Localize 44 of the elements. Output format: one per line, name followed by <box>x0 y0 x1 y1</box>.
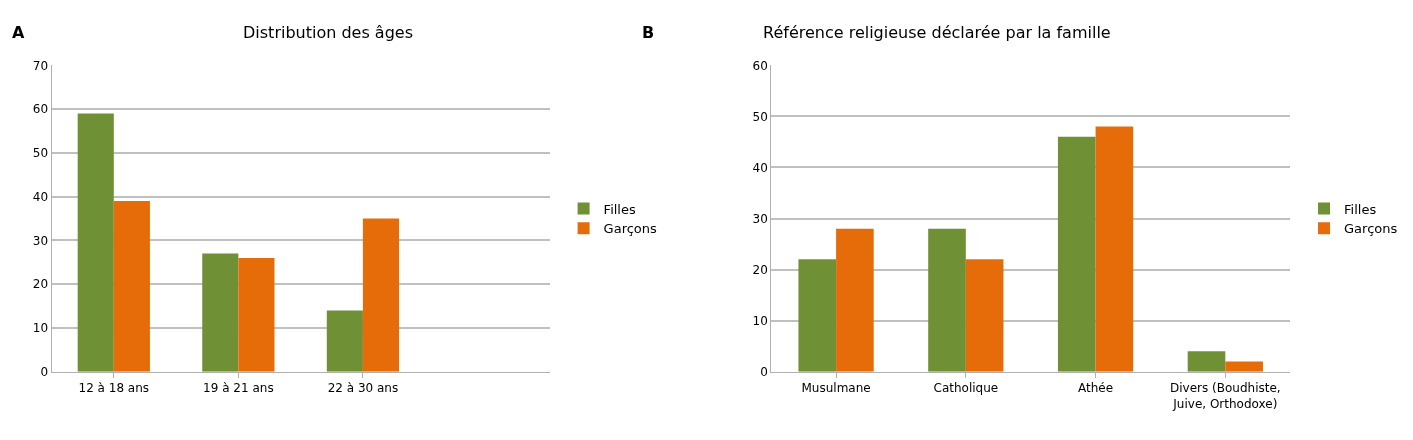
bar <box>1095 126 1134 372</box>
y-tick-label: 40 <box>752 160 768 175</box>
chart-title: Distribution des âges <box>243 23 413 42</box>
y-tick-label: 0 <box>760 364 768 379</box>
y-tick-label: 50 <box>32 146 49 161</box>
bar <box>202 253 239 372</box>
y-tick-label: 0 <box>40 364 49 379</box>
y-tick-label: 60 <box>752 58 768 73</box>
y-tick-label: 10 <box>32 321 49 336</box>
text: A <box>12 23 25 42</box>
bar <box>326 310 363 372</box>
bar <box>928 228 966 372</box>
y-tick-label: 60 <box>32 102 49 117</box>
bar <box>1225 361 1263 372</box>
y-tick-label: 30 <box>32 233 49 248</box>
bar <box>798 259 837 372</box>
bar <box>836 228 874 372</box>
y-tick-label: 40 <box>32 189 49 204</box>
legend-label: Garçons <box>603 221 658 237</box>
y-tick-label: 50 <box>752 109 768 124</box>
legend-label: Garçons <box>1344 221 1398 237</box>
y-tick-label: 30 <box>752 211 768 226</box>
bar <box>77 113 114 372</box>
bar <box>1187 351 1226 372</box>
x-tick-label: Divers (Boudhiste, Juive, Orthodoxe) <box>1170 381 1281 411</box>
legend-label: Filles <box>1344 201 1377 217</box>
x-tick-label: Catholique <box>933 381 999 396</box>
bar <box>362 218 400 372</box>
text: B <box>642 23 655 42</box>
bar <box>238 257 275 372</box>
bar <box>1057 136 1096 372</box>
x-tick-label: 22 à 30 ans <box>327 381 399 396</box>
x-tick-label: 12 à 18 ans <box>78 381 150 396</box>
x-tick-label: Musulmane <box>801 381 871 396</box>
bar <box>965 259 1004 372</box>
y-tick-label: 70 <box>32 58 49 73</box>
y-tick-label: 10 <box>752 313 768 328</box>
y-tick-label: 20 <box>32 277 49 292</box>
chart-title: Référence religieuse déclarée par la famille <box>763 23 1111 42</box>
x-tick-label: Athée <box>1078 381 1114 396</box>
legend-label: Filles <box>603 201 636 217</box>
x-tick-label: 19 à 21 ans <box>203 381 274 396</box>
y-tick-label: 20 <box>752 262 768 277</box>
bar <box>113 201 150 372</box>
